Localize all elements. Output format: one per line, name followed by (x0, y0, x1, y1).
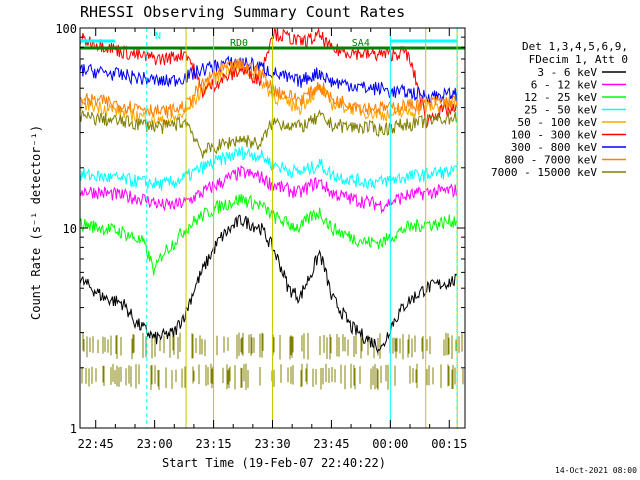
x-axis-label: Start Time (19-Feb-07 22:40:22) (162, 456, 386, 470)
legend-entry-5: 100 - 300 keV (511, 129, 597, 142)
legend-entry-6: 300 - 800 keV (511, 141, 597, 154)
legend-entry-2: 12 - 25 keV (524, 91, 597, 104)
axes: 22:45 23:00 23:15 23:30 23:45 00:00 00:15 1 10 10… (55, 22, 467, 451)
flag-label-0: N (155, 31, 161, 42)
x-tick-label-5: 00:00 (372, 437, 408, 451)
noise-band-0 (81, 363, 464, 390)
x-tick-label-2: 23:15 (196, 437, 232, 451)
x-tick-label-0: 22:45 (78, 437, 114, 451)
y-tick-label-1: 10 (63, 222, 77, 236)
series-line-2 (80, 194, 458, 276)
series-line-4 (80, 61, 458, 129)
legend: Det 1,3,4,5,6,9,FDecim 1, Att 03 - 6 keV… (491, 40, 628, 179)
footer-date: 14-Oct-2021 08:00 (555, 466, 637, 475)
chart-title: RHESSI Observing Summary Count Rates (80, 3, 405, 21)
series-line-1 (80, 164, 458, 215)
x-tick-label-6: 00:15 (431, 437, 467, 451)
x-tick-label-4: 23:45 (313, 437, 349, 451)
y-axis-label: Count Rate (s⁻¹ detector⁻¹) (29, 125, 43, 320)
y-tick-label-2: 100 (55, 22, 77, 36)
legend-header-0: Det 1,3,4,5,6,9, (522, 40, 628, 53)
series-line-7 (80, 58, 458, 119)
legend-entry-0: 3 - 6 keV (537, 66, 597, 79)
plot-area: N RD0 SA4 (80, 28, 465, 428)
series-line-8 (80, 109, 458, 159)
legend-entry-1: 6 - 12 keV (531, 79, 598, 92)
flag-label-3: SA4 (352, 38, 370, 49)
series-line-0 (80, 214, 458, 354)
x-tick-label-3: 23:30 (254, 437, 290, 451)
legend-entry-4: 50 - 100 keV (518, 116, 598, 129)
series-line-3 (80, 146, 458, 192)
series-line-6 (80, 55, 458, 104)
noise-band-1 (82, 332, 465, 360)
legend-entry-8: 7000 - 15000 keV (491, 166, 597, 179)
legend-entry-7: 800 - 7000 keV (504, 154, 597, 167)
y-tick-label-0: 1 (70, 422, 77, 436)
series-line-5 (80, 28, 458, 129)
x-tick-label-1: 23:00 (137, 437, 173, 451)
legend-header-1: FDecim 1, Att 0 (529, 53, 628, 66)
flag-label-2: RD0 (230, 38, 248, 49)
legend-entry-3: 25 - 50 keV (524, 104, 597, 117)
